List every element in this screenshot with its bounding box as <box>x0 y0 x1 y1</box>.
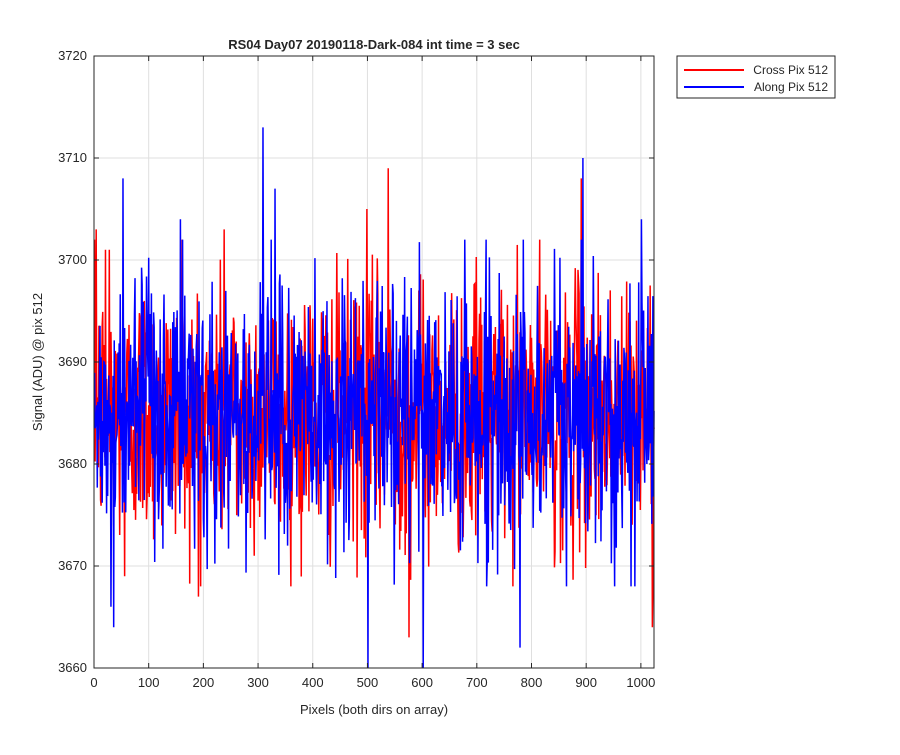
chart-title: RS04 Day07 20190118-Dark-084 int time = … <box>228 37 520 52</box>
x-axis-label: Pixels (both dirs on array) <box>300 702 448 717</box>
x-tick-label: 400 <box>302 675 324 690</box>
x-tick-label: 0 <box>90 675 97 690</box>
x-tick-label: 500 <box>357 675 379 690</box>
x-tick-label: 300 <box>247 675 269 690</box>
x-tick-label: 700 <box>466 675 488 690</box>
y-tick-label: 3690 <box>58 354 87 369</box>
x-tick-label: 600 <box>411 675 433 690</box>
y-tick-label: 3680 <box>58 456 87 471</box>
legend-label-cross: Cross Pix 512 <box>753 63 828 77</box>
y-axis-label: Signal (ADU) @ pix 512 <box>30 293 45 431</box>
legend-box <box>676 55 836 99</box>
x-tick-label: 200 <box>193 675 215 690</box>
series-layer <box>93 127 655 669</box>
ticks: 0 100 200 300 400 500 600 700 800 900 1000 3660 3670… <box>58 48 655 690</box>
y-tick-label: 3700 <box>58 252 87 267</box>
legend-label-along: Along Pix 512 <box>754 80 828 94</box>
legend: Cross Pix 512 Along Pix 512 <box>676 55 836 99</box>
y-tick-label: 3660 <box>58 660 87 675</box>
y-tick-label: 3720 <box>58 48 87 63</box>
y-tick-label: 3710 <box>58 150 87 165</box>
x-tick-label: 900 <box>575 675 597 690</box>
x-tick-label: 1000 <box>626 675 655 690</box>
x-tick-label: 800 <box>521 675 543 690</box>
series-line-1 <box>93 127 655 669</box>
x-tick-label: 100 <box>138 675 160 690</box>
y-tick-label: 3670 <box>58 558 87 573</box>
